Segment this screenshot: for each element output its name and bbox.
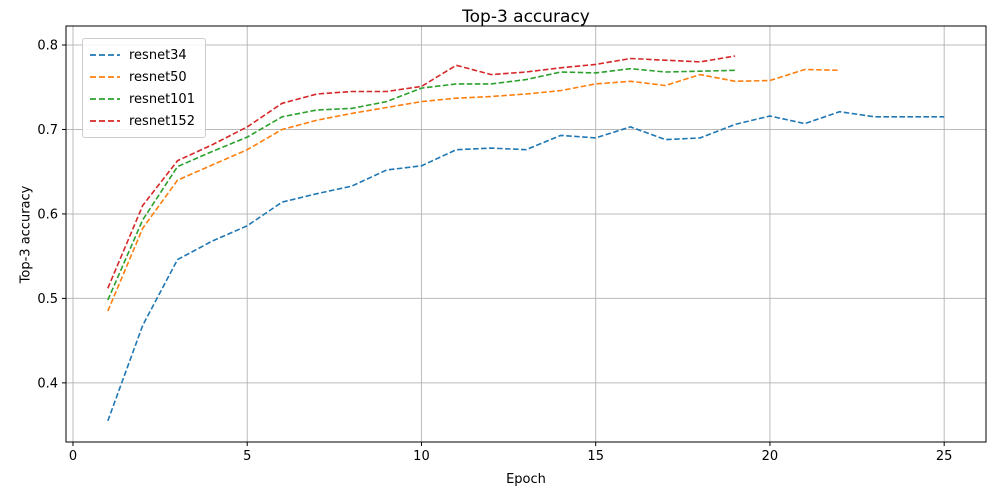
legend-item-resnet152: resnet152	[90, 110, 195, 132]
legend: resnet34 resnet50 resnet101 resnet152	[82, 38, 206, 138]
x-axis-label: Epoch	[506, 472, 546, 487]
y-tick-label: 0.7	[37, 123, 58, 138]
x-tick-label: 15	[587, 449, 604, 464]
y-tick-label: 0.8	[37, 39, 58, 54]
legend-item-resnet34: resnet34	[90, 44, 195, 66]
x-tick-label: 25	[936, 449, 953, 464]
axes-spines	[65, 25, 987, 443]
x-tick-label: 10	[413, 449, 430, 464]
legend-label-resnet152: resnet152	[129, 113, 195, 129]
legend-item-resnet50: resnet50	[90, 66, 195, 88]
x-tick-label: 20	[762, 449, 779, 464]
y-axis-label: Top-3 accuracy	[18, 185, 34, 284]
series-line-resnet34	[107, 110, 945, 422]
series-line-resnet152	[107, 55, 736, 289]
series-line-resnet101	[107, 67, 736, 301]
legend-line-sample-resnet34	[90, 54, 120, 56]
legend-label-resnet101: resnet101	[129, 91, 195, 107]
legend-label-resnet34: resnet34	[129, 47, 187, 63]
legend-line-sample-resnet50	[90, 76, 120, 78]
legend-line-sample-resnet152	[90, 120, 120, 122]
x-tick-label: 0	[69, 449, 77, 464]
legend-line-sample-resnet101	[90, 98, 120, 100]
y-tick-label: 0.5	[37, 292, 58, 307]
legend-label-resnet50: resnet50	[129, 69, 187, 85]
chart-title: Top-3 accuracy	[462, 7, 590, 27]
legend-item-resnet101: resnet101	[90, 88, 195, 110]
x-tick-label: 5	[243, 449, 251, 464]
y-tick-label: 0.4	[37, 376, 58, 391]
y-tick-label: 0.6	[37, 207, 58, 222]
series-line-resnet50	[107, 68, 840, 312]
